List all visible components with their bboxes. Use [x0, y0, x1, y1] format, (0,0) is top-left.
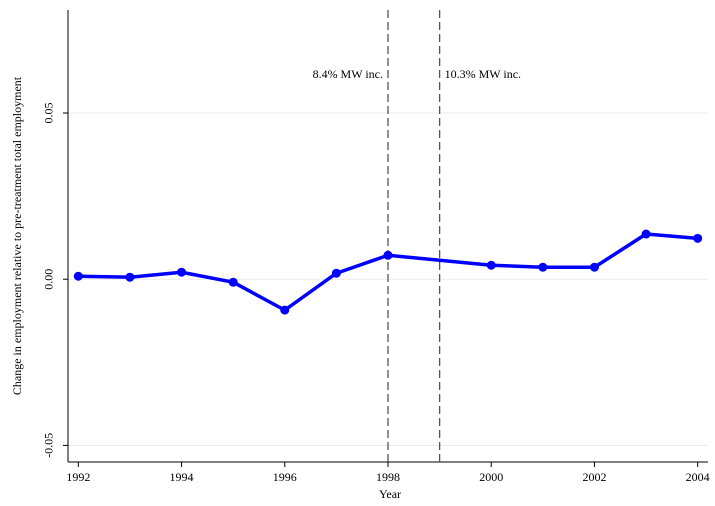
point — [383, 250, 393, 260]
point — [589, 262, 599, 272]
annotation: 10.3% MW inc. — [445, 67, 521, 81]
x-axis-label: Year — [379, 487, 401, 501]
x-tick-label: 2004 — [686, 470, 710, 484]
y-tick-label: -0.05 — [42, 433, 56, 458]
point — [177, 267, 187, 277]
point — [73, 271, 83, 281]
point — [228, 277, 238, 287]
y-tick-label: 0.00 — [42, 269, 56, 290]
x-tick-label: 1998 — [376, 470, 400, 484]
y-tick-label: 0.05 — [42, 103, 56, 124]
x-tick-label: 1996 — [273, 470, 297, 484]
line — [78, 232, 698, 312]
y-axis-label: Change in employment relative to pre-tre… — [10, 76, 24, 395]
point — [331, 268, 341, 278]
x-tick-label: 2002 — [582, 470, 606, 484]
annotation: 8.4% MW inc. — [313, 67, 383, 81]
point — [641, 229, 651, 239]
x-tick-label: 1992 — [66, 470, 90, 484]
point — [486, 260, 496, 270]
x-tick-label: 1994 — [170, 470, 194, 484]
point — [693, 233, 703, 243]
point — [125, 272, 135, 282]
x-tick-label: 2000 — [479, 470, 503, 484]
point — [538, 262, 548, 272]
point — [280, 305, 290, 315]
